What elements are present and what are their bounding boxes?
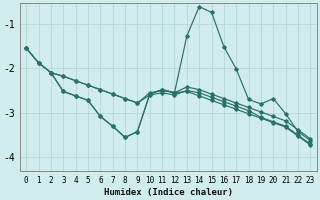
- X-axis label: Humidex (Indice chaleur): Humidex (Indice chaleur): [104, 188, 233, 197]
